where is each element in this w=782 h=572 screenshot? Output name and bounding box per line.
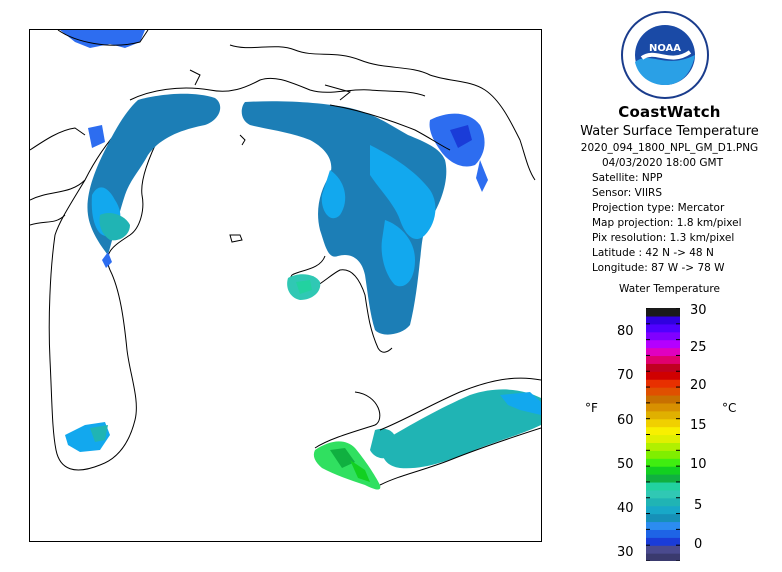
colorbar-swatch: [646, 379, 680, 388]
colorbar-swatch: [646, 402, 680, 412]
colorbar-swatch: [646, 339, 680, 349]
f-tick-60: 60: [617, 413, 634, 428]
colorbar-swatch: [646, 315, 680, 325]
noaa-logo-icon: NOAA: [621, 11, 709, 99]
map-panel: [29, 29, 542, 542]
lake-michigan-outline: [48, 104, 166, 471]
colorbar-swatch: [646, 363, 680, 372]
lake-superior-fragment: [60, 30, 145, 48]
c-tick-20: 20: [690, 378, 707, 393]
unit-celsius: °C: [722, 401, 737, 415]
colorbar-swatch: [646, 505, 680, 515]
c-tick-25: 25: [690, 340, 707, 355]
product-datetime: 04/03/2020 18:00 GMT: [601, 157, 724, 169]
projection-type-label: Projection type: Mercator: [592, 202, 725, 214]
legend-title: Water Temperature: [619, 283, 720, 295]
product-filename: 2020_094_1800_NPL_GM_D1.PNG: [580, 142, 759, 154]
colorbar-swatch: [646, 497, 680, 507]
c-tick-0: 0: [694, 537, 703, 552]
colorbar-swatch: [646, 545, 680, 554]
colorbar-swatch: [646, 489, 680, 499]
pix-resolution-label: Pix resolution: 1.3 km/pixel: [592, 232, 735, 244]
f-tick-40: 40: [617, 501, 634, 516]
colorbar-swatch: [646, 521, 680, 530]
product-subtitle: Water Surface Temperature: [580, 124, 759, 139]
c-tick-5: 5: [694, 498, 703, 513]
colorbar-swatch: [646, 331, 680, 341]
sensor-label: Sensor: VIIRS: [592, 187, 663, 199]
product-title: CoastWatch: [618, 103, 721, 121]
colorbar-swatch: [646, 553, 680, 562]
c-tick-30: 30: [690, 303, 707, 318]
colorbar-swatch: [646, 387, 680, 396]
colorbar-swatch: [646, 410, 680, 420]
f-tick-30: 30: [617, 545, 634, 560]
colorbar-swatch: [646, 434, 680, 444]
colorbar-swatch: [646, 323, 680, 333]
colorbar-swatch: [646, 426, 680, 436]
lake-erie-water: [382, 389, 541, 469]
colorbar-swatch: [646, 371, 680, 380]
colorbar-swatch: [646, 466, 680, 475]
colorbar-swatch: [646, 450, 680, 459]
colorbar-swatch: [646, 481, 680, 491]
colorbar-swatch: [646, 537, 680, 546]
f-tick-50: 50: [617, 457, 634, 472]
colorbar-swatch: [646, 513, 680, 523]
colorbar-swatch: [646, 442, 680, 451]
colorbar-swatch: [646, 458, 680, 467]
latitude-label: Latitude : 42 N -> 48 N: [592, 247, 714, 259]
great-lakes-map: [30, 30, 541, 490]
colorbar-swatch: [646, 347, 680, 357]
lake-michigan-north-water: [87, 93, 221, 255]
colorbar-swatch: [646, 355, 680, 364]
c-tick-10: 10: [690, 457, 707, 472]
logo-text: NOAA: [649, 43, 681, 54]
colorbar-swatch: [646, 474, 680, 483]
map-projection-label: Map projection: 1.8 km/pixel: [592, 217, 742, 229]
temperature-colorbar: [646, 307, 680, 562]
f-tick-70: 70: [617, 368, 634, 383]
longitude-label: Longitude: 87 W -> 78 W: [592, 262, 725, 274]
colorbar-swatch: [646, 394, 680, 404]
colorbar-svg: [646, 307, 680, 562]
noaa-logo: NOAA: [620, 10, 710, 100]
c-tick-15: 15: [690, 418, 707, 433]
unit-fahrenheit: °F: [585, 401, 598, 415]
satellite-label: Satellite: NPP: [592, 172, 663, 184]
colorbar-swatch: [646, 529, 680, 538]
f-tick-80: 80: [617, 324, 634, 339]
colorbar-swatch: [646, 308, 680, 317]
colorbar-swatch: [646, 418, 680, 428]
